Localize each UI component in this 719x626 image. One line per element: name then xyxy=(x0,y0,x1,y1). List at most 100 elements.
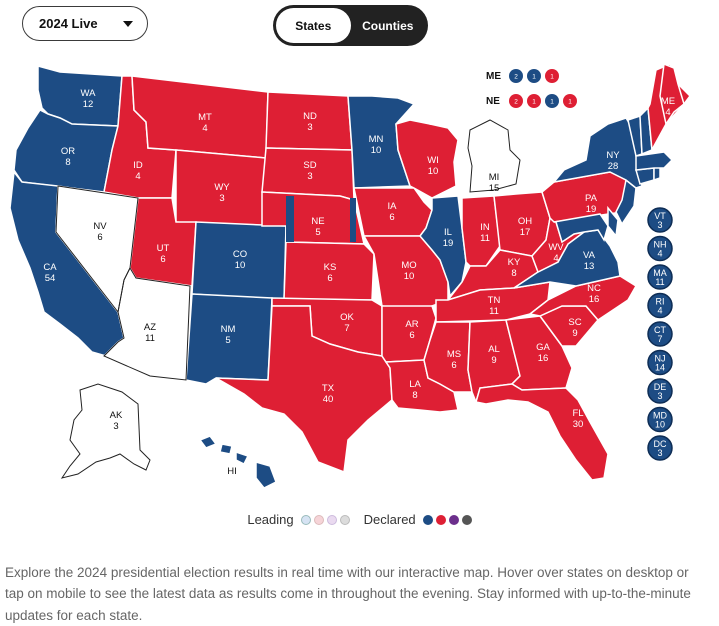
legend-leading-label: Leading xyxy=(247,512,293,527)
ev-ME: 4 xyxy=(665,107,670,118)
chevron-down-icon xyxy=(123,21,133,27)
ev-MO: 10 xyxy=(404,271,415,282)
small-state-ev: 3 xyxy=(657,448,662,458)
small-state-ev: 3 xyxy=(657,391,662,401)
label-WV: WV xyxy=(548,242,564,253)
ev-NC: 16 xyxy=(589,294,600,305)
tab-counties[interactable]: Counties xyxy=(351,8,426,43)
ev-IN: 11 xyxy=(480,233,490,244)
state-HI-2[interactable] xyxy=(220,444,232,454)
state-HI-3[interactable] xyxy=(236,452,248,464)
small-state-ev: 4 xyxy=(657,306,662,316)
legend-leading-other-dot xyxy=(327,515,337,525)
district-dot-label: 2 xyxy=(514,98,518,105)
label-MT: MT xyxy=(198,112,212,123)
label-SD: SD xyxy=(303,160,316,171)
label-ID: ID xyxy=(133,160,143,171)
label-GA: GA xyxy=(536,342,550,353)
district-dot-label: 1 xyxy=(532,98,536,105)
ev-MS: 6 xyxy=(451,360,456,371)
ev-WV: 4 xyxy=(553,253,558,264)
legend-declared-rep-dot xyxy=(436,515,446,525)
ev-SD: 3 xyxy=(307,171,312,182)
label-NV: NV xyxy=(93,221,107,232)
legend-leading-dem-dot xyxy=(301,515,311,525)
ev-AL: 9 xyxy=(491,355,496,366)
ev-NM: 5 xyxy=(225,335,230,346)
ev-AK: 3 xyxy=(113,421,118,432)
ev-OK: 7 xyxy=(344,323,349,334)
state-AK[interactable] xyxy=(62,384,150,478)
ev-PA: 19 xyxy=(586,204,597,215)
small-state-ev: 7 xyxy=(657,334,662,344)
ev-OR: 8 xyxy=(65,157,70,168)
label-OK: OK xyxy=(340,312,354,323)
ev-WY: 3 xyxy=(219,193,224,204)
district-dot-label: 1 xyxy=(550,98,554,105)
district-dot-label: 1 xyxy=(550,73,554,80)
label-WI: WI xyxy=(427,155,439,166)
label-KY: KY xyxy=(508,257,521,268)
legend-leading-none-dot xyxy=(340,515,350,525)
ev-MT: 4 xyxy=(202,123,207,134)
split-label-NE: NE xyxy=(486,96,500,107)
label-AR: AR xyxy=(405,319,418,330)
ev-FL: 30 xyxy=(573,419,584,430)
ev-MI: 15 xyxy=(489,183,500,194)
legend-declared-none-dot xyxy=(462,515,472,525)
ev-ND: 3 xyxy=(307,122,312,133)
legend-leading-rep-dot xyxy=(314,515,324,525)
district-dot-label: 1 xyxy=(568,98,572,105)
label-NM: NM xyxy=(221,324,236,335)
ev-KY: 8 xyxy=(511,268,516,279)
label-AL: AL xyxy=(488,344,500,355)
state-ME-d2-red[interactable] xyxy=(660,64,684,124)
ev-IL: 19 xyxy=(443,238,454,249)
ev-ID: 4 xyxy=(135,171,140,182)
ev-VA: 13 xyxy=(584,261,595,272)
ev-UT: 6 xyxy=(160,254,165,265)
year-select-label: 2024 Live xyxy=(39,16,98,31)
ev-LA: 8 xyxy=(412,390,417,401)
ev-TN: 11 xyxy=(489,306,499,317)
label-ME: ME xyxy=(661,96,675,107)
label-IL: IL xyxy=(444,227,452,238)
ev-TX: 40 xyxy=(323,394,334,405)
split-label-ME: ME xyxy=(486,71,501,82)
ev-GA: 16 xyxy=(538,353,549,364)
label-NY: NY xyxy=(606,150,620,161)
state-HI-4[interactable] xyxy=(256,462,276,488)
ev-NV: 6 xyxy=(97,232,102,243)
label-SC: SC xyxy=(568,317,581,328)
label-ND: ND xyxy=(303,111,317,122)
label-MS: MS xyxy=(447,349,461,360)
label-MO: MO xyxy=(401,260,416,271)
district-dot-label: 1 xyxy=(532,73,536,80)
tab-states[interactable]: States xyxy=(276,8,351,43)
ev-IA: 6 xyxy=(389,212,394,223)
small-state-ev: 4 xyxy=(657,249,662,259)
small-state-ev: 3 xyxy=(657,220,662,230)
ev-CO: 10 xyxy=(235,260,246,271)
label-OR: OR xyxy=(61,146,75,157)
label-KS: KS xyxy=(324,262,337,273)
year-select[interactable]: 2024 Live xyxy=(22,6,148,41)
map-description: Explore the 2024 presidential election r… xyxy=(5,562,705,626)
legend-declared: Declared xyxy=(364,512,472,527)
ev-AZ: 11 xyxy=(145,333,155,344)
ne-district-stripe xyxy=(350,198,356,242)
legend-declared-dem-dot xyxy=(423,515,433,525)
label-OH: OH xyxy=(518,216,532,227)
label-HI: HI xyxy=(227,466,237,477)
label-PA: PA xyxy=(585,193,598,204)
state-FL[interactable] xyxy=(476,384,608,480)
ev-CA: 54 xyxy=(45,273,56,284)
small-state-ev: 10 xyxy=(655,420,665,430)
state-HI-1[interactable] xyxy=(200,436,216,448)
state-MI-UP[interactable] xyxy=(418,102,480,126)
label-VA: VA xyxy=(583,250,596,261)
small-state-ev: 11 xyxy=(655,277,664,287)
legend-leading: Leading xyxy=(247,512,349,527)
